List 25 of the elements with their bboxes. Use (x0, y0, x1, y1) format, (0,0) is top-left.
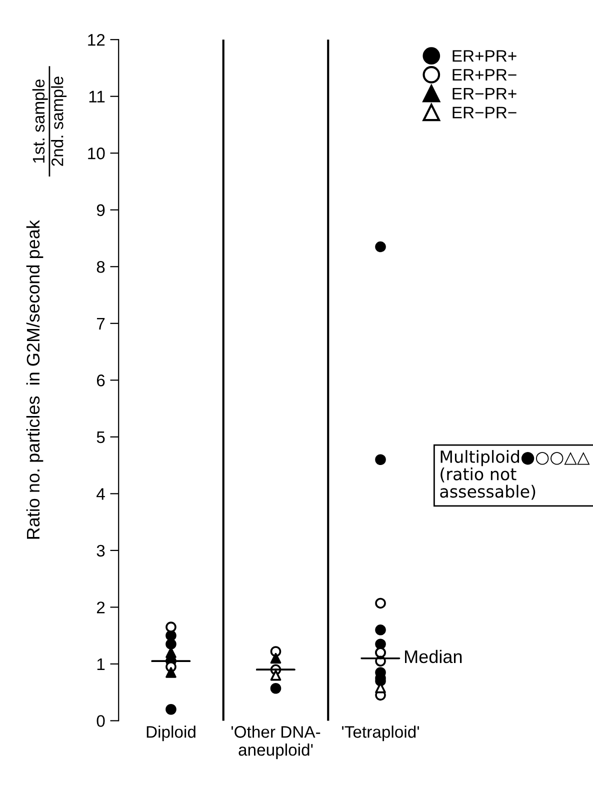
y-tick-label: 4 (96, 488, 105, 500)
y-tick-label: 2 (96, 602, 105, 614)
y-tick-label: 12 (88, 34, 105, 46)
y-tick-label: 7 (96, 318, 105, 330)
legend-label: ER+PR+ (452, 50, 516, 62)
legend-label: ER−PR− (452, 106, 516, 118)
y-tick-label: 5 (96, 431, 105, 444)
y-tick-label: 9 (96, 204, 105, 216)
y-tick-label: 0 (96, 715, 105, 727)
x-tick-label: 'Other DNA- aneuploid' (231, 726, 320, 760)
legend-label: ER−PR+ (452, 88, 516, 100)
y-tick-label: 3 (96, 544, 105, 557)
text: 1st. sample (32, 79, 48, 163)
y-tick-label: 8 (96, 261, 105, 273)
y-tick-label: 1 (97, 658, 105, 670)
text: Multiploid●○○△△ (ratio not assessable) (440, 450, 590, 500)
y-tick-label: 11 (89, 90, 105, 102)
y-tick-label: 6 (96, 374, 105, 386)
y-axis-title: Ratio no. particles in G2M/second peak (26, 220, 44, 539)
text: 2nd. sample (51, 76, 67, 166)
legend-label: ER+PR− (452, 69, 516, 81)
x-tick-label: 'Tetraploid' (342, 726, 419, 742)
y-tick-label: 10 (88, 148, 105, 160)
annotation: Median (405, 650, 462, 664)
x-tick-label: Diploid (146, 726, 196, 742)
